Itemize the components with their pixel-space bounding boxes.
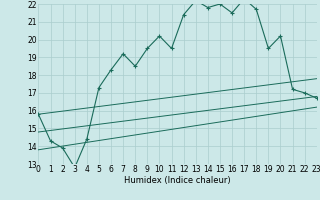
X-axis label: Humidex (Indice chaleur): Humidex (Indice chaleur) — [124, 176, 231, 185]
